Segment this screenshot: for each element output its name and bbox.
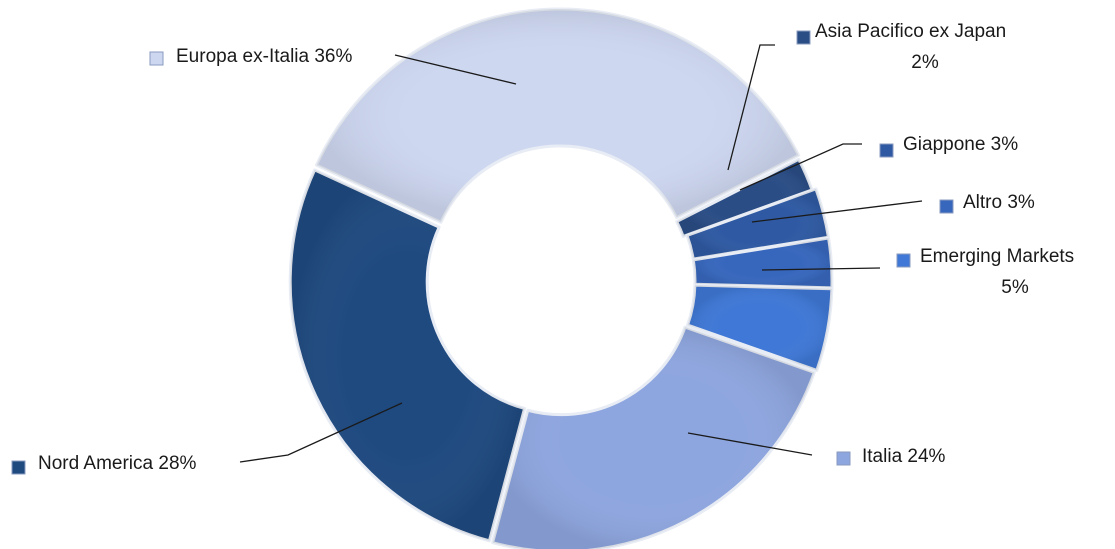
leader-line-altro (751, 200, 923, 223)
donut-slices (288, 7, 834, 549)
leader-line-asia-pacifico-ex-japan (727, 44, 775, 171)
legend-key-nord-america (11, 460, 26, 475)
data-label-europa-ex-italia: Europa ex-Italia 36% (176, 46, 352, 67)
legend-key-giappone (879, 143, 894, 158)
data-label-italia: Italia 24% (862, 446, 946, 467)
legend-key-italia (836, 451, 851, 466)
legend-key-altro (939, 199, 954, 214)
data-label-value-asia-pacifico-ex-japan: 2% (911, 52, 939, 73)
leader-line-italia (687, 432, 813, 456)
leader-line-europa-ex-italia (394, 54, 517, 85)
data-label-asia-pacifico-ex-japan: Asia Pacifico ex Japan (815, 21, 1006, 42)
slice-shade-italia (492, 327, 815, 549)
slice-shade-giappone (687, 188, 829, 260)
leader-line-nord-america (239, 402, 403, 463)
data-label-giappone: Giappone 3% (903, 134, 1018, 155)
data-label-nord-america: Nord America 28% (38, 453, 197, 474)
slice-shade-europa-ex-italia (316, 9, 799, 223)
leader-line-giappone (739, 143, 862, 191)
slice-shade-altro (693, 237, 832, 288)
slice-labels: Asia Pacifico ex Japan 2% Giappone 3% Altro… (11, 21, 1074, 475)
legend-key-emerging-markets (896, 253, 911, 268)
slice-shade-asia-pacifico-ex-japan (676, 159, 813, 237)
legend-key-asia-pacifico-ex-japan (796, 30, 811, 45)
leader-line-emerging-markets (761, 267, 881, 271)
legend-key-europa-ex-italia (149, 51, 164, 66)
leader-lines (239, 44, 923, 463)
slice-shade-nord-america (290, 169, 525, 541)
slice-shade-emerging-markets (687, 285, 832, 371)
data-label-altro: Altro 3% (963, 192, 1035, 213)
data-label-emerging-markets: Emerging Markets (920, 246, 1074, 267)
data-label-value-emerging-markets: 5% (1001, 277, 1029, 298)
